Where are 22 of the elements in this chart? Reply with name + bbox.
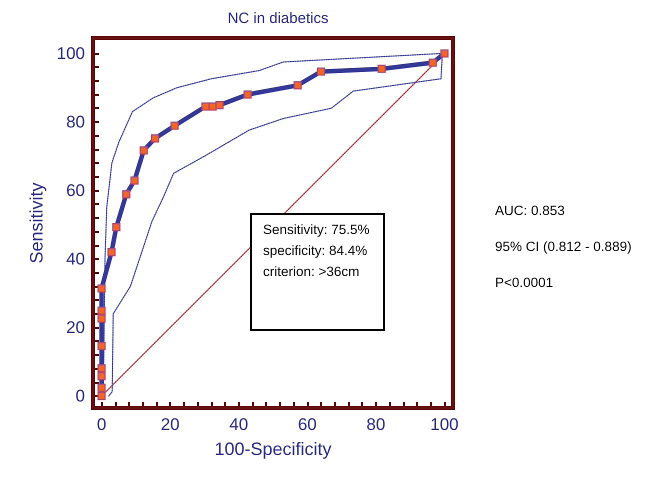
chart-title: NC in diabetics [228, 10, 328, 27]
y-tick-label: 20 [66, 318, 85, 337]
x-tick-label: 40 [229, 415, 248, 434]
text: P<0.0001 [495, 275, 554, 290]
annotation: criterion: >36cm [263, 264, 360, 279]
text: 95% CI (0.812 - 0.889) [495, 239, 632, 254]
x-axis-title: 100-Specificity [214, 439, 332, 459]
y-axis-title: Sensitivity [26, 182, 47, 264]
text: AUC: 0.853 [495, 203, 565, 218]
y-tick-label: 80 [66, 112, 85, 132]
x-tick-label: 100 [430, 415, 459, 434]
annotation: specificity: 84.4% [263, 243, 368, 258]
x-tick-label: 20 [160, 415, 180, 434]
y-tick-label: 40 [66, 249, 85, 268]
x-tick-label: 60 [298, 415, 317, 434]
text-box: Sensitivity: 75.5% specificity: 84.4% criterion: >36cm [250, 213, 385, 331]
x-tick-label: 80 [366, 415, 386, 434]
y-tick-label: 60 [66, 180, 85, 200]
annotation: Sensitivity: 75.5% [263, 222, 371, 237]
y-tick-label: 100 [56, 44, 85, 63]
y-tick-label: 0 [76, 386, 85, 406]
x-tick-label: 0 [96, 415, 106, 434]
